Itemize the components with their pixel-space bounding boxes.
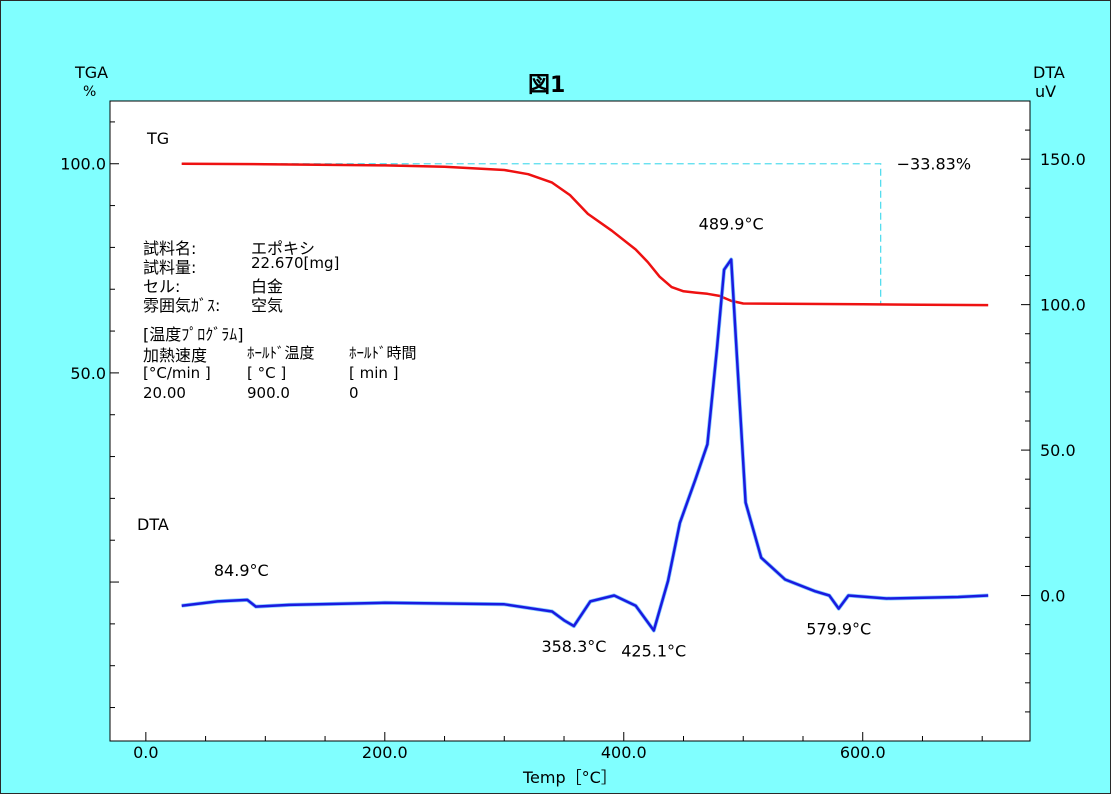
right-y-tick-label: 100.0 — [1040, 296, 1086, 315]
tick-labels: 0.0 200.0 400.0 600.0 100.0 50.0 150.0 100.0 50.… — [60, 150, 1086, 762]
atmosphere-key: 雰囲気ｶﾞｽ: — [143, 296, 221, 315]
peak-label: 425.1°C — [621, 641, 686, 660]
program-value-hold-time: 0 — [349, 384, 359, 402]
figure-title: 図1 — [528, 73, 566, 98]
left-axis-label: TGA — [75, 63, 109, 82]
sample-name-key: 試料名: — [143, 239, 197, 258]
peak-label: 84.9°C — [214, 561, 269, 580]
sample-name-value: エポキシ — [251, 239, 316, 258]
right-axis-label: DTA — [1033, 63, 1065, 82]
left-y-tick-label: 50.0 — [70, 364, 106, 383]
program-value-rate: 20.00 — [143, 384, 186, 402]
right-axis-unit: uV — [1035, 82, 1057, 101]
right-y-tick-label: 50.0 — [1040, 441, 1076, 460]
annotations: −33.83% 84.9°C 358.3°C 425.1°C 489.9°C 579.9°… — [214, 155, 971, 661]
axis-ticks — [110, 121, 1030, 741]
program-unit-rate: [°C/min ] — [143, 364, 211, 382]
program-unit-hold-temp: [ °C ] — [247, 364, 287, 382]
program-header-hold-temp: ﾎｰﾙﾄﾞ温度 — [247, 344, 315, 362]
dta-curve-label: DTA — [137, 515, 169, 534]
left-axis-unit: % — [83, 84, 97, 100]
tg-series-line — [181, 162, 989, 307]
program-header-hold-time: ﾎｰﾙﾄﾞ時間 — [349, 344, 417, 362]
right-y-tick-label: 0.0 — [1040, 587, 1065, 606]
cell-value: 白金 — [251, 277, 284, 296]
cell-key: セル: — [143, 277, 181, 296]
x-tick-label: 0.0 — [133, 743, 158, 762]
left-y-tick-label: 100.0 — [60, 155, 106, 174]
sample-mass-value: 22.670[mg] — [251, 254, 340, 272]
right-y-tick-label: 150.0 — [1040, 150, 1086, 169]
peak-label: 358.3°C — [541, 637, 606, 656]
x-axis-label: Temp［°C］ — [523, 768, 617, 787]
atmosphere-value: 空気 — [251, 296, 284, 315]
dta-series-line — [181, 258, 989, 632]
program-value-hold-temp: 900.0 — [247, 384, 290, 402]
mass-loss-bracket — [181, 163, 882, 306]
mass-loss-label: −33.83% — [897, 155, 971, 174]
x-tick-label: 400.0 — [601, 743, 647, 762]
program-unit-hold-time: [ min ] — [349, 364, 399, 382]
plot-area — [109, 100, 1031, 742]
x-tick-label: 200.0 — [362, 743, 408, 762]
program-title: [温度ﾌﾟﾛｸﾞﾗﾑ] — [143, 325, 244, 344]
sample-mass-key: 試料量: — [143, 258, 197, 277]
program-header-rate: 加熱速度 — [143, 346, 208, 365]
peak-label: 489.9°C — [699, 215, 764, 234]
series-lines — [181, 162, 989, 633]
x-tick-label: 600.0 — [840, 743, 886, 762]
tg-curve-label: TG — [147, 129, 170, 148]
peak-label: 579.9°C — [806, 620, 871, 639]
